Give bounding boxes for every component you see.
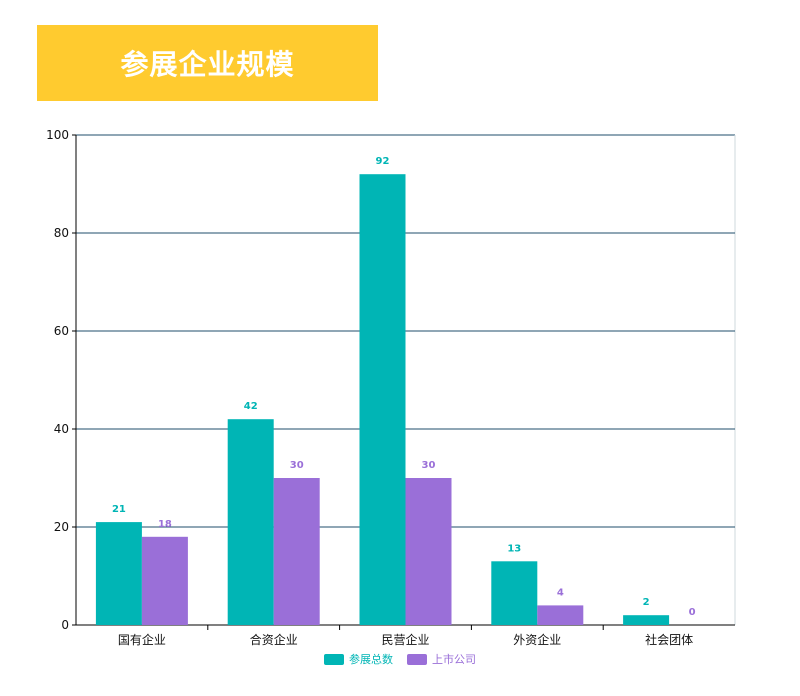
- legend-label-series1: 参展总数: [349, 653, 393, 666]
- legend-swatch-series2: [407, 653, 427, 665]
- bar-series2: [273, 478, 320, 625]
- x-tick-label: 外资企业: [513, 632, 561, 647]
- y-tick-label: 100: [46, 128, 69, 142]
- chart-title: 参展企业规模: [120, 48, 295, 81]
- legend-label-series2: 上市公司: [432, 653, 476, 666]
- y-tick-label: 20: [54, 520, 69, 534]
- data-label-series1: 92: [376, 156, 390, 167]
- legend: 参展总数 上市公司: [0, 651, 800, 667]
- y-tick-label: 40: [54, 422, 69, 436]
- data-label-series1: 42: [244, 401, 258, 412]
- data-label-series2: 30: [422, 460, 436, 471]
- y-tick-label: 80: [54, 226, 69, 240]
- data-label-series1: 2: [643, 597, 650, 608]
- legend-item-series1[interactable]: 参展总数: [324, 651, 393, 667]
- data-label-series2: 30: [290, 460, 304, 471]
- bar-series1: [227, 419, 274, 625]
- bar-series1: [623, 615, 670, 625]
- x-tick-label: 社会团体: [645, 632, 693, 647]
- bar-series2: [537, 605, 584, 625]
- data-label-series1: 21: [112, 504, 126, 515]
- data-label-series2: 0: [689, 607, 696, 618]
- legend-swatch-series1: [324, 653, 344, 665]
- y-tick-label: 0: [61, 618, 69, 632]
- legend-item-series2[interactable]: 上市公司: [407, 651, 476, 667]
- bar-series2: [141, 536, 188, 625]
- data-label-series1: 13: [507, 543, 521, 554]
- title-banner: 参展企业规模: [37, 25, 378, 101]
- data-label-series2: 4: [557, 587, 564, 598]
- x-tick-label: 民营企业: [381, 632, 429, 647]
- bar-series1: [95, 522, 142, 625]
- y-tick-label: 60: [54, 324, 69, 338]
- bar-series2: [405, 478, 452, 625]
- x-tick-label: 国有企业: [118, 632, 166, 647]
- x-tick-label: 合资企业: [250, 632, 298, 647]
- bar-series1: [491, 561, 538, 625]
- data-label-series2: 18: [158, 519, 172, 530]
- bar-series1: [359, 174, 406, 625]
